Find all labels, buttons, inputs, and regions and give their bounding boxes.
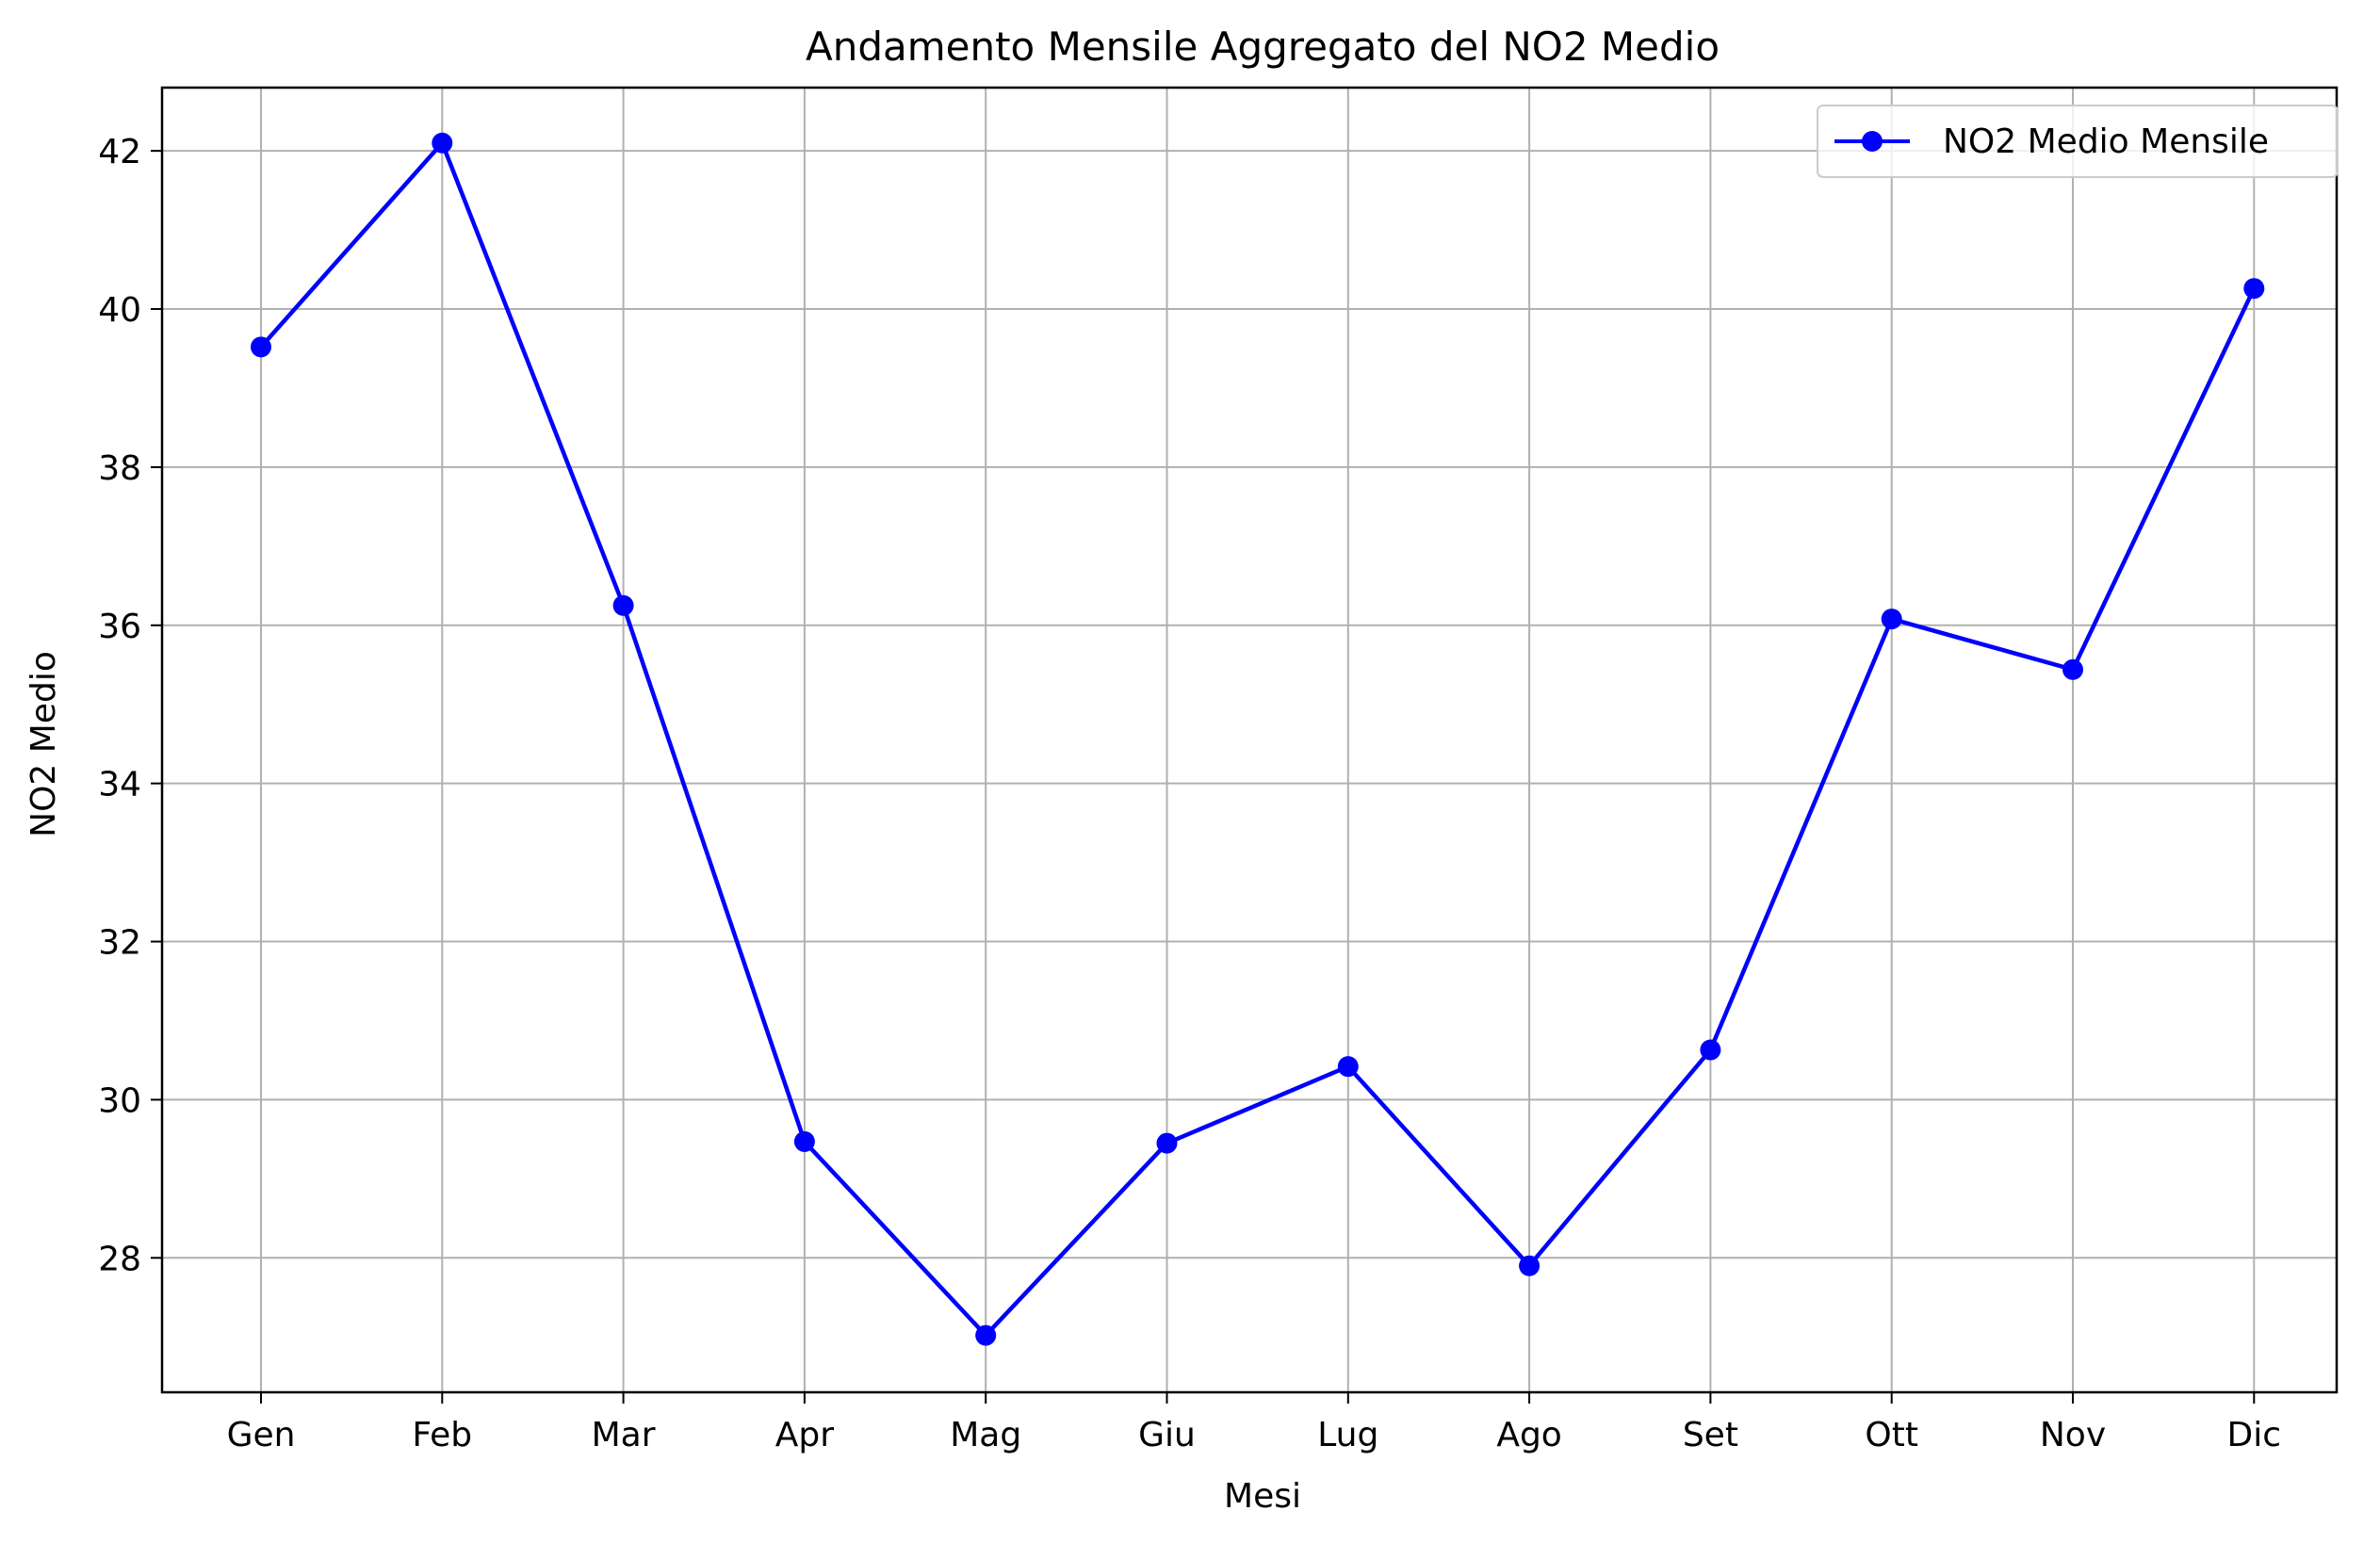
x-tick-label: Ago xyxy=(1496,1416,1562,1454)
plot-frame xyxy=(160,86,2339,1394)
data-point xyxy=(612,594,634,616)
data-point xyxy=(1337,1056,1359,1078)
series-layer xyxy=(251,132,2265,1346)
data-point xyxy=(1881,609,1902,630)
x-tick-label: Dic xyxy=(2227,1416,2282,1454)
legend-box xyxy=(1817,105,2339,178)
y-tick-label: 30 xyxy=(98,1081,141,1120)
y-axis-label: NO2 Medio xyxy=(24,651,63,837)
y-tick-label: 36 xyxy=(98,608,141,646)
legend: NO2 Medio Mensile xyxy=(1817,105,2339,178)
x-tick-label: Mar xyxy=(592,1416,656,1454)
y-tick-label: 40 xyxy=(98,291,141,330)
data-point xyxy=(2243,278,2265,300)
x-tick-label: Ott xyxy=(1865,1416,1918,1454)
y-tick-label: 32 xyxy=(98,924,141,963)
data-point xyxy=(975,1324,997,1346)
x-tick-label: Giu xyxy=(1138,1416,1196,1454)
grid-lines xyxy=(162,88,2337,1392)
legend-marker xyxy=(1862,131,1883,152)
x-tick-label: Mag xyxy=(950,1416,1021,1454)
chart-title: Andamento Mensile Aggregato del NO2 Medi… xyxy=(806,24,1720,70)
data-point xyxy=(793,1130,815,1152)
x-tick-label: Gen xyxy=(227,1416,296,1454)
data-point xyxy=(1519,1255,1540,1276)
data-point xyxy=(2062,658,2083,680)
y-tick-label: 38 xyxy=(98,449,141,488)
x-tick-label: Set xyxy=(1683,1416,1738,1454)
x-tick-label: Feb xyxy=(412,1416,472,1454)
x-tick-label: Apr xyxy=(775,1416,834,1454)
x-tick-label: Nov xyxy=(2040,1416,2106,1454)
axis-ticks: Gen Feb Mar Apr Mag Giu Lug Ago Set Ott Nov Dic 28 30… xyxy=(98,133,2281,1454)
y-tick-label: 42 xyxy=(98,133,141,171)
data-point xyxy=(432,132,453,154)
data-point xyxy=(1156,1132,1178,1154)
y-tick-label: 34 xyxy=(98,766,141,804)
series-line xyxy=(259,140,2257,1338)
x-tick-label: Lug xyxy=(1317,1416,1378,1454)
x-axis-label: Mesi xyxy=(1224,1477,1301,1516)
data-point xyxy=(1700,1039,1721,1061)
y-tick-label: 28 xyxy=(98,1240,141,1278)
legend-label: NO2 Medio Mensile xyxy=(1943,122,2269,161)
data-point xyxy=(251,336,271,358)
